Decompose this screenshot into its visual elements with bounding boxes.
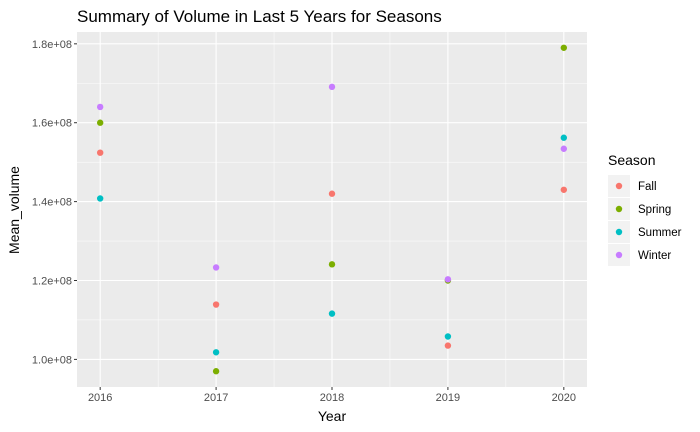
legend-label: Summer	[638, 227, 682, 239]
data-point-summer	[444, 333, 452, 340]
legend-key-fall	[615, 182, 623, 190]
data-point-winter	[212, 264, 220, 271]
x-tick-label: 2019	[436, 392, 460, 404]
y-tick-label: 1.2e+08	[32, 276, 72, 288]
data-point-spring	[328, 261, 336, 268]
data-point-winter	[328, 83, 336, 91]
x-axis-label: Year	[318, 408, 347, 424]
legend: Fall Spring Summer Winter	[608, 175, 682, 266]
data-point-summer	[560, 134, 568, 141]
y-tick-label: 1.4e+08	[32, 197, 72, 209]
data-point-summer	[96, 195, 104, 202]
data-point-spring	[560, 44, 568, 51]
legend-key-summer	[615, 228, 623, 236]
chart-title: Summary of Volume in Last 5 Years for Se…	[77, 7, 442, 26]
x-tick-label: 2017	[204, 392, 228, 404]
y-tick-label: 1.0e+08	[32, 354, 72, 366]
data-point-spring	[212, 368, 220, 375]
data-point-fall	[96, 149, 104, 156]
data-point-fall	[444, 342, 452, 349]
data-point-summer	[212, 349, 220, 356]
y-tick-label: 1.8e+08	[32, 39, 72, 51]
data-point-fall	[328, 190, 336, 197]
x-tick-label: 2018	[320, 392, 344, 404]
y-tick-label: 1.6e+08	[32, 118, 72, 130]
legend-label: Spring	[638, 204, 671, 216]
legend-key-spring	[615, 205, 623, 213]
data-point-fall	[560, 186, 568, 193]
data-point-spring	[96, 119, 104, 126]
x-tick-label: 2016	[88, 392, 112, 404]
legend-label: Winter	[638, 250, 671, 262]
legend-label: Fall	[638, 181, 657, 193]
legend-title: Season	[608, 152, 655, 168]
x-tick-label: 2020	[552, 392, 576, 404]
data-point-winter	[560, 145, 568, 152]
data-point-fall	[212, 301, 220, 308]
legend-key-winter	[615, 251, 623, 259]
data-point-winter	[444, 276, 452, 283]
data-point-summer	[328, 310, 336, 317]
y-axis-label: Mean_volume	[6, 166, 22, 254]
data-point-winter	[96, 103, 104, 111]
